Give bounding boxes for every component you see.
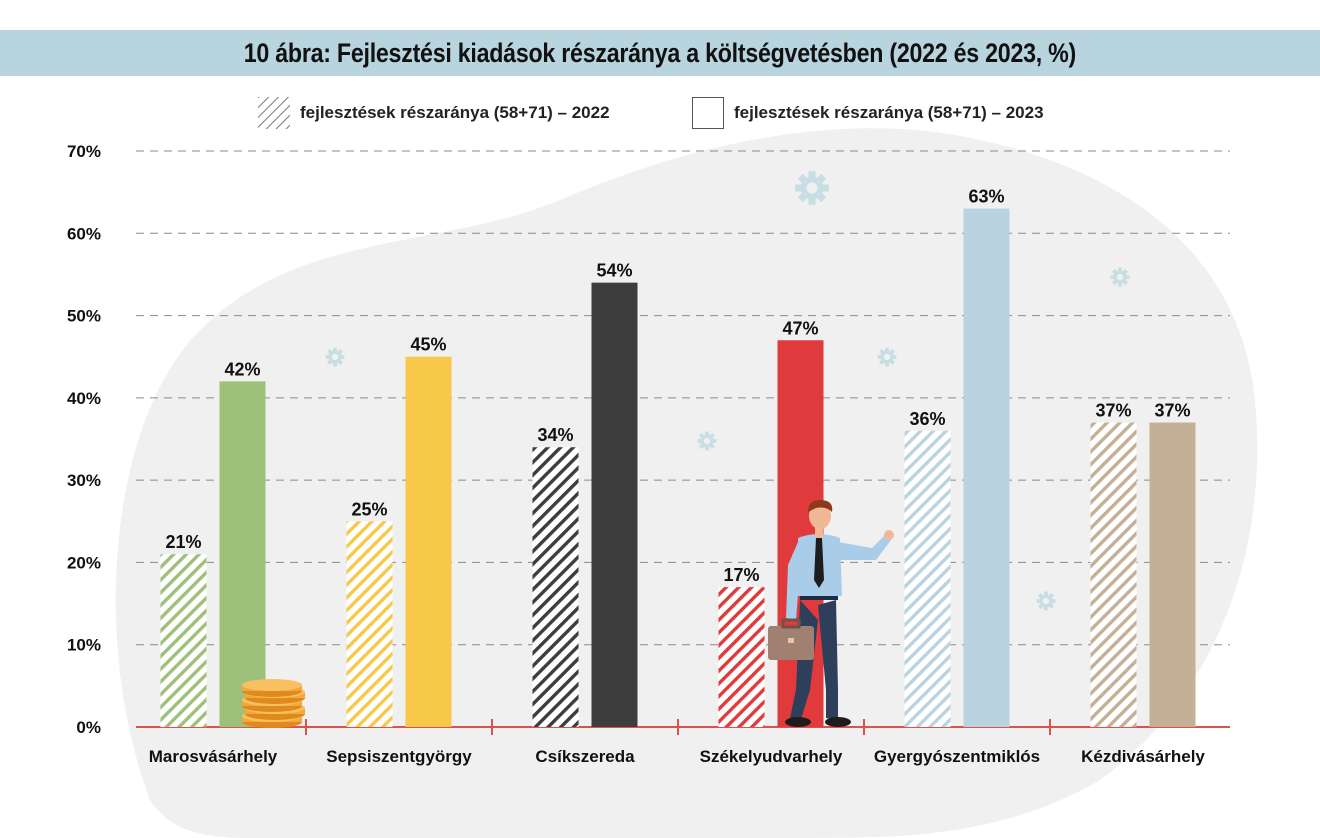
background-blob — [115, 128, 1258, 838]
data-label-2023: 63% — [968, 187, 1004, 207]
background-layer — [115, 128, 1258, 838]
gear-icon — [325, 347, 345, 367]
legend-label-2023: fejlesztések részaránya (58+71) – 2023 — [734, 103, 1044, 122]
data-label-2022: 17% — [723, 565, 759, 585]
gear-icon — [877, 347, 897, 367]
category-label: Székelyudvarhely — [700, 747, 843, 766]
bar-2023 — [405, 356, 452, 727]
bar-2023 — [591, 282, 638, 727]
y-tick-label: 70% — [67, 142, 101, 161]
legend-swatch-hatched — [258, 97, 290, 129]
bar-2022 — [904, 430, 951, 727]
data-label-2023: 54% — [596, 261, 632, 281]
gear-icon — [1036, 591, 1056, 611]
data-label-2023: 42% — [224, 359, 260, 379]
category-label: Csíkszereda — [535, 747, 635, 766]
bar-2023 — [1149, 422, 1196, 727]
data-label-2022: 37% — [1095, 401, 1131, 421]
gear-icon — [1110, 267, 1130, 287]
y-tick-label: 60% — [67, 224, 101, 243]
data-label-2023: 37% — [1154, 401, 1190, 421]
y-tick-label: 30% — [67, 471, 101, 490]
y-tick-label: 0% — [76, 718, 101, 737]
data-label-2022: 34% — [537, 425, 573, 445]
data-label-2022: 21% — [165, 532, 201, 552]
legend-item-2023: fejlesztések részaránya (58+71) – 2023 — [692, 97, 1044, 129]
bar-2022 — [532, 447, 579, 727]
y-tick-label: 20% — [67, 553, 101, 572]
bar-2023 — [219, 381, 266, 727]
gear-icon — [697, 431, 717, 451]
legend-label-2022: fejlesztések részaránya (58+71) – 2022 — [300, 103, 610, 122]
data-label-2022: 36% — [909, 409, 945, 429]
grid-layer — [136, 150, 1230, 735]
coin-stack-icon — [242, 679, 305, 728]
chart-title: 10 ábra: Fejlesztési kiadások részaránya… — [243, 37, 1077, 68]
data-label-2022: 25% — [351, 499, 387, 519]
y-tick-label: 10% — [67, 636, 101, 655]
bar-2023 — [963, 208, 1010, 728]
category-label: Marosvásárhely — [149, 747, 278, 766]
y-tick-label: 40% — [67, 389, 101, 408]
bar-2022 — [1090, 422, 1137, 727]
labels-layer: 0% 10% 20% 30% 40% 50% 60% 70% 21% 42% Marosvásárh… — [67, 142, 1205, 766]
businessman-illustration — [768, 500, 894, 727]
category-label: Sepsiszentgyörgy — [326, 747, 472, 766]
legend-item-2022: fejlesztések részaránya (58+71) – 2022 — [258, 97, 610, 129]
data-label-2023: 47% — [782, 318, 818, 338]
category-label: Kézdivásárhely — [1081, 747, 1205, 766]
title-bar: 10 ábra: Fejlesztési kiadások részaránya… — [0, 30, 1320, 76]
decoration-layer — [242, 171, 1130, 728]
bar-2022 — [160, 554, 207, 727]
category-label: Gyergyószentmiklós — [874, 747, 1040, 766]
bar-2022 — [346, 521, 393, 727]
bar-2022 — [718, 587, 765, 727]
data-label-2023: 45% — [410, 335, 446, 355]
legend-swatch-solid — [692, 97, 724, 129]
bars-layer — [160, 208, 1196, 728]
gear-icon — [795, 171, 829, 205]
y-tick-label: 50% — [67, 307, 101, 326]
